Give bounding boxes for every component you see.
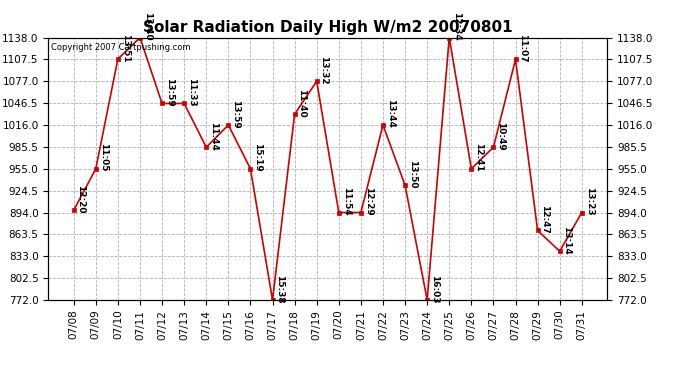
Text: 13:44: 13:44 (386, 99, 395, 128)
Text: 15:38: 15:38 (275, 274, 284, 303)
Text: 10:49: 10:49 (496, 122, 505, 150)
Text: 11:54: 11:54 (342, 187, 351, 216)
Text: 15:19: 15:19 (253, 143, 262, 172)
Text: 13:59: 13:59 (165, 78, 174, 107)
Text: 11:07: 11:07 (518, 34, 527, 63)
Text: 12:20: 12:20 (77, 185, 86, 213)
Text: 11:40: 11:40 (297, 89, 306, 117)
Text: 12:47: 12:47 (540, 205, 549, 234)
Text: 11:05: 11:05 (99, 143, 108, 172)
Text: 13:32: 13:32 (319, 56, 328, 84)
Text: Copyright 2007 Cartpushing.com: Copyright 2007 Cartpushing.com (51, 43, 190, 52)
Text: 13:23: 13:23 (584, 187, 593, 216)
Text: 11:33: 11:33 (187, 78, 196, 106)
Text: 12:34: 12:34 (452, 12, 461, 41)
Title: Solar Radiation Daily High W/m2 20070801: Solar Radiation Daily High W/m2 20070801 (143, 20, 513, 35)
Text: 11:44: 11:44 (209, 122, 218, 150)
Text: 12:29: 12:29 (364, 187, 373, 216)
Text: 13:51: 13:51 (121, 34, 130, 62)
Text: 13:14: 13:14 (562, 226, 571, 255)
Text: 12:41: 12:41 (474, 143, 483, 172)
Text: 13:40: 13:40 (143, 12, 152, 41)
Text: 16:03: 16:03 (430, 274, 439, 303)
Text: 13:59: 13:59 (231, 99, 240, 128)
Text: 13:50: 13:50 (408, 160, 417, 188)
